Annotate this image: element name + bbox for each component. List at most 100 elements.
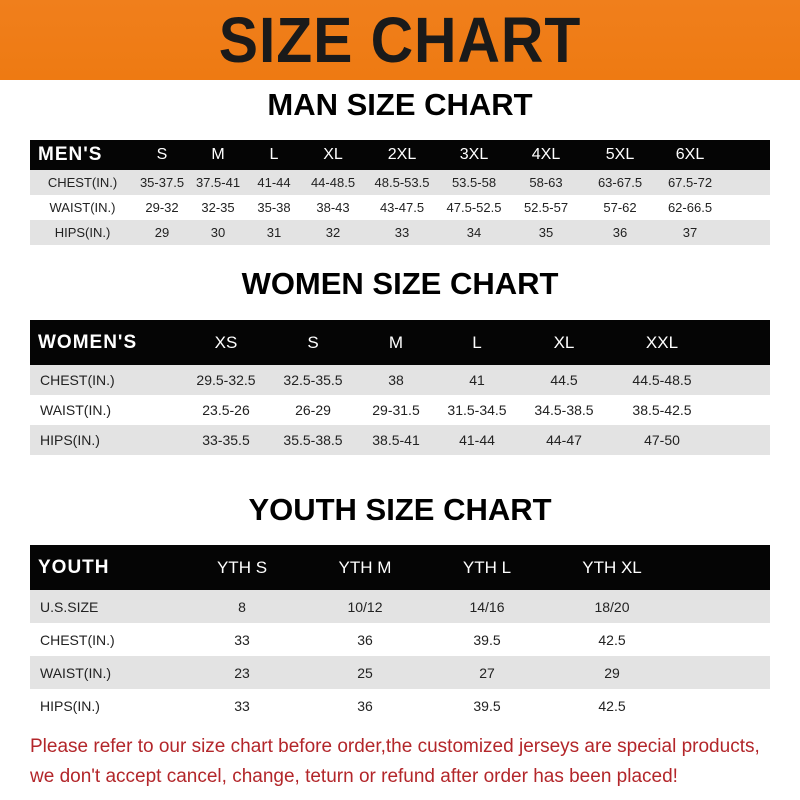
table-header: MEN'S S M L XL 2XL 3XL 4XL 5XL 6XL <box>30 140 770 170</box>
size-cell: S <box>307 332 319 352</box>
table-row: U.S.SIZE 8 10/12 14/16 18/20 <box>30 590 770 623</box>
table-header: YOUTH YTH S YTH M YTH L YTH XL <box>30 545 770 590</box>
size-cell: 29.5-32.5 <box>196 372 256 388</box>
row-label: WAIST(IN.) <box>49 200 116 215</box>
size-cell: 41 <box>469 372 485 388</box>
size-cell: XL <box>323 146 343 163</box>
size-cell: 36 <box>357 697 373 714</box>
size-cell: 25 <box>357 664 373 681</box>
size-cell: 5XL <box>605 146 635 163</box>
row-label: MEN'S <box>38 144 103 165</box>
women-title: WOMEN SIZE CHART <box>241 266 559 301</box>
row-label: U.S.SIZE <box>40 598 99 615</box>
size-cell: 67.5-72 <box>667 175 713 190</box>
size-cell: S <box>156 146 168 163</box>
table-row: WAIST(IN.) 29-32 32-35 35-38 38-43 43-47.5 47.… <box>30 195 770 220</box>
size-cell: 35 <box>538 225 554 240</box>
size-cell: 43-47.5 <box>379 200 425 215</box>
size-cell: 33 <box>394 225 410 240</box>
size-cell: 31 <box>266 225 282 240</box>
size-cell: YTH L <box>462 557 512 577</box>
size-cell: 44.5-48.5 <box>632 372 692 388</box>
size-cell: 30 <box>210 225 226 240</box>
size-cell: 41-44 <box>257 175 291 190</box>
youth-title: YOUTH SIZE CHART <box>248 492 552 527</box>
size-cell: 36 <box>612 225 628 240</box>
size-cell: 36 <box>357 631 373 648</box>
row-label: YOUTH <box>38 556 110 578</box>
size-cell: 26-29 <box>295 402 331 418</box>
size-cell: 4XL <box>531 146 561 163</box>
size-cell: 34 <box>466 225 482 240</box>
size-cell: 32 <box>325 225 341 240</box>
size-cell: 34.5-38.5 <box>534 402 594 418</box>
size-cell: 41-44 <box>459 432 495 448</box>
row-label: WOMEN'S <box>38 331 138 353</box>
size-cell: L <box>472 332 482 352</box>
table-row: HIPS(IN.) 33-35.5 35.5-38.5 38.5-41 41-44 44-… <box>30 425 770 455</box>
size-cell: XXL <box>645 332 679 352</box>
size-cell: 18/20 <box>594 598 630 615</box>
size-cell: 42.5 <box>598 697 626 714</box>
size-cell: 37.5-41 <box>195 175 241 190</box>
size-cell: 38 <box>388 372 404 388</box>
size-cell: 63-67.5 <box>597 175 643 190</box>
size-cell: YTH XL <box>582 557 642 577</box>
size-cell: 29 <box>604 664 620 681</box>
size-cell: 32-35 <box>201 200 235 215</box>
size-cell: 38.5-41 <box>372 432 420 448</box>
men-size-table: MEN'S S M L XL 2XL 3XL 4XL 5XL 6XL CHEST(IN.) 35-37… <box>30 140 770 245</box>
size-cell: 2XL <box>387 146 417 163</box>
table-header: WOMEN'S XS S M L XL XXL <box>30 320 770 365</box>
banner: SIZE CHART <box>0 0 800 80</box>
size-cell: 42.5 <box>598 631 626 648</box>
row-label: WAIST(IN.) <box>40 402 112 418</box>
table-row: HIPS(IN.) 29 30 31 32 33 34 35 36 37 <box>30 220 770 245</box>
notice-line-2: we don't accept cancel, change, teturn o… <box>30 766 678 787</box>
row-label: HIPS(IN.) <box>40 697 100 714</box>
order-notice: Please refer to our size chart before or… <box>30 732 790 792</box>
table-row: CHEST(IN.) 29.5-32.5 32.5-35.5 38 41 44.5 44.5… <box>30 365 770 395</box>
size-cell: 32.5-35.5 <box>283 372 343 388</box>
row-label: CHEST(IN.) <box>40 372 115 388</box>
size-cell: 38-43 <box>316 200 350 215</box>
size-cell: 29-32 <box>145 200 179 215</box>
size-cell: YTH S <box>216 557 268 577</box>
size-cell: 39.5 <box>473 631 501 648</box>
table-row: HIPS(IN.) 33 36 39.5 42.5 <box>30 689 770 722</box>
size-cell: 10/12 <box>347 598 383 615</box>
size-cell: L <box>269 146 279 163</box>
size-cell: 29-31.5 <box>372 402 420 418</box>
size-cell: 33-35.5 <box>202 432 250 448</box>
size-cell: 39.5 <box>473 697 501 714</box>
men-title: MAN SIZE CHART <box>267 87 533 122</box>
table-row: WAIST(IN.) 23 25 27 29 <box>30 656 770 689</box>
women-size-table: WOMEN'S XS S M L XL XXL CHEST(IN.) 29.5-32.5 32.5… <box>30 320 770 455</box>
row-label: WAIST(IN.) <box>40 664 112 681</box>
row-label: CHEST(IN.) <box>40 631 115 648</box>
size-cell: YTH M <box>338 557 392 577</box>
size-cell: 35-38 <box>257 200 291 215</box>
size-cell: 48.5-53.5 <box>374 175 430 190</box>
size-cell: 47-50 <box>644 432 680 448</box>
notice-line-1: Please refer to our size chart before or… <box>30 736 760 757</box>
size-cell: 62-66.5 <box>667 200 713 215</box>
size-cell: 6XL <box>675 146 705 163</box>
size-cell: 37 <box>682 225 698 240</box>
table-row: WAIST(IN.) 23.5-26 26-29 29-31.5 31.5-34.5 34… <box>30 395 770 425</box>
size-cell: 44.5 <box>550 372 578 388</box>
size-cell: 47.5-52.5 <box>446 200 502 215</box>
row-label: CHEST(IN.) <box>47 175 118 190</box>
size-cell: 33 <box>234 697 250 714</box>
table-row: CHEST(IN.) 35-37.5 37.5-41 41-44 44-48.5 48.5… <box>30 170 770 195</box>
size-cell: 29 <box>154 225 170 240</box>
size-cell: 38.5-42.5 <box>632 402 692 418</box>
size-cell: 35-37.5 <box>139 175 185 190</box>
size-cell: 31.5-34.5 <box>447 402 507 418</box>
banner-title: SIZE CHART <box>218 4 582 76</box>
size-cell: M <box>388 332 404 352</box>
size-cell: 57-62 <box>603 200 637 215</box>
size-cell: XS <box>214 332 238 352</box>
size-cell: 58-63 <box>529 175 563 190</box>
size-cell: 3XL <box>459 146 489 163</box>
